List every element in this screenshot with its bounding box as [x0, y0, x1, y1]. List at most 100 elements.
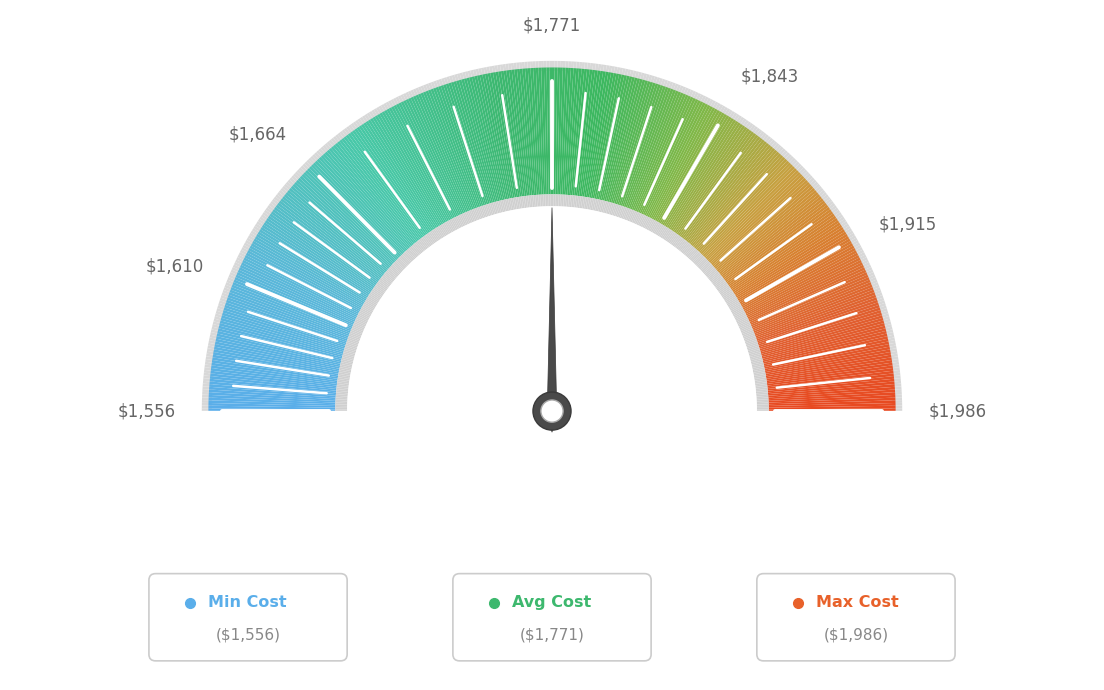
Wedge shape [283, 186, 291, 194]
Text: $1,986: $1,986 [928, 402, 987, 420]
Wedge shape [413, 244, 422, 255]
Wedge shape [690, 146, 773, 245]
Wedge shape [757, 302, 879, 344]
Wedge shape [749, 265, 864, 320]
Wedge shape [354, 320, 365, 327]
Wedge shape [615, 205, 620, 217]
Wedge shape [744, 336, 756, 342]
Circle shape [541, 400, 563, 422]
Wedge shape [767, 365, 893, 384]
Wedge shape [331, 138, 339, 147]
Wedge shape [448, 83, 488, 204]
Wedge shape [327, 141, 336, 150]
Wedge shape [329, 139, 337, 149]
Wedge shape [339, 372, 350, 376]
Wedge shape [749, 351, 761, 355]
Wedge shape [506, 63, 509, 74]
Wedge shape [353, 121, 361, 131]
Wedge shape [514, 197, 519, 209]
Wedge shape [284, 194, 384, 275]
Wedge shape [337, 384, 349, 387]
Wedge shape [584, 62, 587, 72]
Wedge shape [680, 242, 689, 253]
Wedge shape [415, 95, 467, 212]
Wedge shape [756, 397, 768, 400]
Wedge shape [843, 230, 853, 238]
Wedge shape [597, 75, 627, 199]
Wedge shape [209, 397, 336, 404]
Wedge shape [481, 206, 487, 217]
Wedge shape [202, 389, 212, 393]
Wedge shape [576, 196, 580, 208]
Text: $1,610: $1,610 [146, 257, 204, 275]
Wedge shape [363, 304, 374, 311]
Wedge shape [329, 148, 413, 246]
Wedge shape [533, 68, 542, 195]
Wedge shape [709, 272, 719, 281]
Wedge shape [433, 88, 478, 208]
Wedge shape [397, 95, 405, 106]
Wedge shape [382, 275, 392, 284]
Wedge shape [694, 152, 779, 248]
Wedge shape [554, 68, 558, 195]
Wedge shape [765, 138, 773, 147]
Wedge shape [670, 83, 676, 92]
Wedge shape [533, 195, 535, 207]
Wedge shape [215, 313, 225, 319]
Wedge shape [627, 89, 673, 208]
Wedge shape [857, 255, 867, 262]
Text: $1,843: $1,843 [741, 68, 799, 86]
Wedge shape [215, 339, 340, 367]
Wedge shape [402, 253, 412, 263]
Wedge shape [372, 289, 383, 297]
Wedge shape [226, 299, 347, 342]
Wedge shape [339, 371, 351, 374]
Wedge shape [211, 365, 337, 384]
Wedge shape [662, 115, 730, 226]
Wedge shape [710, 176, 805, 264]
Wedge shape [231, 287, 350, 335]
Wedge shape [576, 70, 593, 196]
Wedge shape [607, 202, 613, 215]
Wedge shape [517, 62, 520, 72]
Wedge shape [225, 282, 235, 288]
Wedge shape [755, 387, 767, 391]
Wedge shape [622, 68, 626, 79]
Wedge shape [665, 81, 670, 91]
Wedge shape [750, 270, 867, 324]
Wedge shape [478, 206, 485, 218]
Wedge shape [340, 364, 352, 368]
Wedge shape [681, 135, 758, 238]
Wedge shape [696, 153, 782, 250]
Wedge shape [374, 115, 442, 226]
Wedge shape [227, 277, 237, 284]
Wedge shape [885, 343, 896, 347]
Wedge shape [507, 70, 524, 196]
Wedge shape [734, 115, 742, 125]
Wedge shape [336, 396, 348, 398]
Wedge shape [511, 63, 514, 73]
Wedge shape [635, 94, 686, 212]
Wedge shape [647, 75, 652, 85]
Wedge shape [558, 68, 563, 195]
Wedge shape [882, 326, 892, 332]
Wedge shape [699, 95, 707, 106]
FancyBboxPatch shape [453, 573, 651, 661]
Wedge shape [465, 71, 470, 81]
Wedge shape [630, 211, 637, 222]
Wedge shape [273, 209, 376, 285]
Wedge shape [667, 81, 673, 92]
Wedge shape [308, 158, 317, 167]
Wedge shape [725, 297, 736, 304]
Wedge shape [675, 84, 681, 95]
Wedge shape [880, 316, 890, 322]
Wedge shape [433, 229, 440, 240]
Wedge shape [422, 237, 431, 247]
Wedge shape [357, 316, 368, 322]
Wedge shape [473, 209, 478, 221]
Wedge shape [537, 195, 539, 207]
Wedge shape [605, 65, 609, 75]
Wedge shape [491, 66, 496, 76]
Wedge shape [549, 195, 551, 206]
Wedge shape [235, 275, 353, 326]
